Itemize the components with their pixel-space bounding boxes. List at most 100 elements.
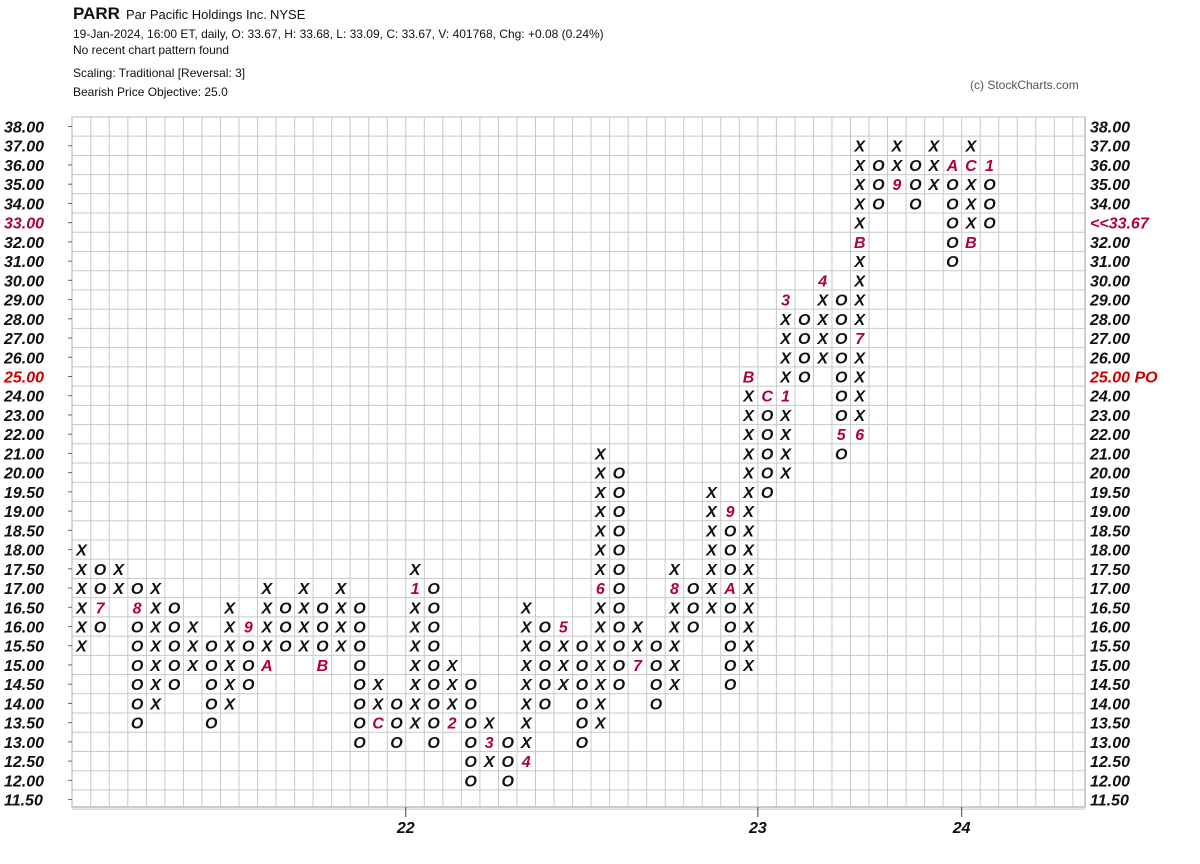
y-tick-label-right: 13.00 xyxy=(1090,735,1130,752)
x-box: X xyxy=(853,369,866,386)
y-tick-label-left: 21.00 xyxy=(3,446,44,463)
y-tick-label-right: 19.00 xyxy=(1090,504,1130,521)
y-tick-label-right: 15.00 xyxy=(1090,658,1130,675)
o-box: O xyxy=(761,408,774,425)
x-box: X xyxy=(223,619,236,636)
x-box: X xyxy=(594,562,607,579)
x-box: X xyxy=(75,639,88,656)
month-marker: C xyxy=(965,158,977,175)
x-box: X xyxy=(853,158,866,175)
y-tick-label-left: 19.50 xyxy=(4,485,44,502)
o-box: O xyxy=(427,716,440,733)
o-box: O xyxy=(576,677,589,694)
o-box: O xyxy=(909,158,922,175)
x-box: X xyxy=(446,696,459,713)
month-marker: 4 xyxy=(817,273,827,290)
x-box: X xyxy=(335,639,348,656)
o-box: O xyxy=(464,773,477,790)
x-box: X xyxy=(594,677,607,694)
x-box: X xyxy=(594,696,607,713)
month-marker: 1 xyxy=(985,158,994,175)
o-box: O xyxy=(464,677,477,694)
o-box: O xyxy=(613,523,626,540)
x-box: X xyxy=(705,504,718,521)
x-box: X xyxy=(742,581,755,598)
company-name: Par Pacific Holdings Inc. xyxy=(126,7,267,22)
o-box: O xyxy=(576,735,589,752)
scaling-line: Scaling: Traditional [Reversal: 3] xyxy=(73,66,246,80)
o-box: O xyxy=(539,677,552,694)
y-tick-label-right: 16.00 xyxy=(1090,619,1130,636)
x-box: X xyxy=(594,466,607,483)
x-box: X xyxy=(75,619,88,636)
x-box: X xyxy=(335,619,348,636)
x-box: X xyxy=(965,196,978,213)
y-tick-label-right: 14.50 xyxy=(1090,677,1130,694)
y-tick-label-right: 30.00 xyxy=(1090,273,1130,290)
x-box: X xyxy=(298,600,311,617)
ticker-symbol: PARR xyxy=(73,4,120,23)
x-box: X xyxy=(372,677,385,694)
o-box: O xyxy=(427,677,440,694)
x-box: X xyxy=(853,139,866,156)
y-tick-label-left: 23.00 xyxy=(3,408,44,425)
x-box: X xyxy=(742,446,755,463)
x-box: X xyxy=(112,581,125,598)
o-box: O xyxy=(427,600,440,617)
o-box: O xyxy=(687,581,700,598)
x-box: X xyxy=(594,523,607,540)
x-box: X xyxy=(705,581,718,598)
x-box: X xyxy=(779,446,792,463)
x-box: X xyxy=(409,677,422,694)
y-tick-label-right: 31.00 xyxy=(1090,254,1130,271)
o-box: O xyxy=(390,716,403,733)
x-box: X xyxy=(483,754,496,771)
x-box: X xyxy=(298,639,311,656)
x-box: X xyxy=(149,696,162,713)
o-box: O xyxy=(724,619,737,636)
x-box: X xyxy=(779,350,792,367)
o-box: O xyxy=(576,716,589,733)
y-tick-label-left: 33.00 xyxy=(4,216,44,233)
x-box: X xyxy=(742,639,755,656)
o-box: O xyxy=(576,639,589,656)
x-box: X xyxy=(446,677,459,694)
o-box: O xyxy=(724,523,737,540)
o-box: O xyxy=(464,696,477,713)
o-box: O xyxy=(168,677,181,694)
x-box: X xyxy=(816,350,829,367)
x-box: X xyxy=(853,389,866,406)
y-tick-label-left: 22.00 xyxy=(3,427,44,444)
o-box: O xyxy=(835,369,848,386)
o-box: O xyxy=(464,716,477,733)
y-tick-label-left: 13.00 xyxy=(4,735,44,752)
x-box: X xyxy=(520,619,533,636)
o-box: O xyxy=(835,389,848,406)
y-tick-label-left: 24.00 xyxy=(3,389,44,406)
x-box: X xyxy=(668,562,681,579)
x-box: X xyxy=(853,254,866,271)
exchange-name: NYSE xyxy=(270,7,306,22)
x-box: X xyxy=(298,619,311,636)
o-box: O xyxy=(835,446,848,463)
x-box: X xyxy=(705,600,718,617)
y-tick-label-left: 19.00 xyxy=(4,504,44,521)
x-box: X xyxy=(260,600,273,617)
o-box: O xyxy=(613,639,626,656)
x-box: X xyxy=(520,600,533,617)
o-box: O xyxy=(650,658,663,675)
x-box: X xyxy=(853,293,866,310)
y-tick-label-right: 18.00 xyxy=(1090,543,1130,560)
o-box: O xyxy=(390,735,403,752)
x-box: X xyxy=(631,619,644,636)
month-marker: 3 xyxy=(485,735,494,752)
month-marker: 9 xyxy=(892,177,901,194)
y-tick-label-right: 34.00 xyxy=(1090,196,1130,213)
o-box: O xyxy=(761,485,774,502)
y-tick-label-left: 16.50 xyxy=(4,600,44,617)
o-box: O xyxy=(427,639,440,656)
o-box: O xyxy=(539,658,552,675)
x-box: X xyxy=(186,639,199,656)
x-box: X xyxy=(260,639,273,656)
o-box: O xyxy=(353,600,366,617)
